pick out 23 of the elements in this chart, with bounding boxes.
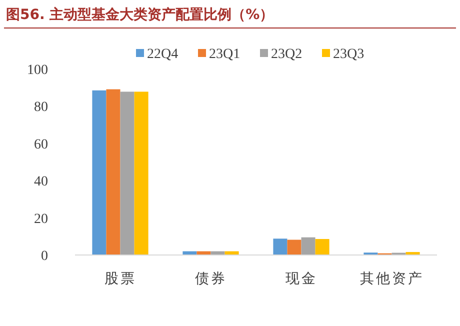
y-tick-label: 60 (34, 137, 48, 152)
x-tick-label: 现金 (285, 271, 318, 287)
y-tick-label: 100 (27, 63, 48, 78)
bar (134, 92, 148, 255)
y-tick-label: 20 (34, 212, 48, 227)
bar (301, 237, 316, 255)
chart-title: 图56. 主动型基金大类资产配置比例（%） (6, 6, 274, 23)
bar (287, 240, 302, 255)
legend-label: 22Q4 (147, 47, 178, 62)
y-tick-label: 80 (34, 100, 48, 116)
bar (106, 89, 120, 255)
bar (273, 238, 288, 255)
x-tick-label: 股票 (104, 271, 136, 287)
y-tick-label: 0 (41, 249, 48, 264)
bar (315, 239, 330, 255)
bar (92, 90, 106, 255)
legend-label: 23Q2 (271, 47, 302, 62)
legend-label: 23Q1 (209, 47, 240, 62)
y-tick-label: 40 (34, 174, 48, 190)
x-tick-label: 债券 (194, 271, 227, 287)
bar (120, 92, 134, 255)
x-tick-label: 其他资产 (360, 271, 424, 287)
legend-label: 23Q3 (333, 47, 364, 62)
